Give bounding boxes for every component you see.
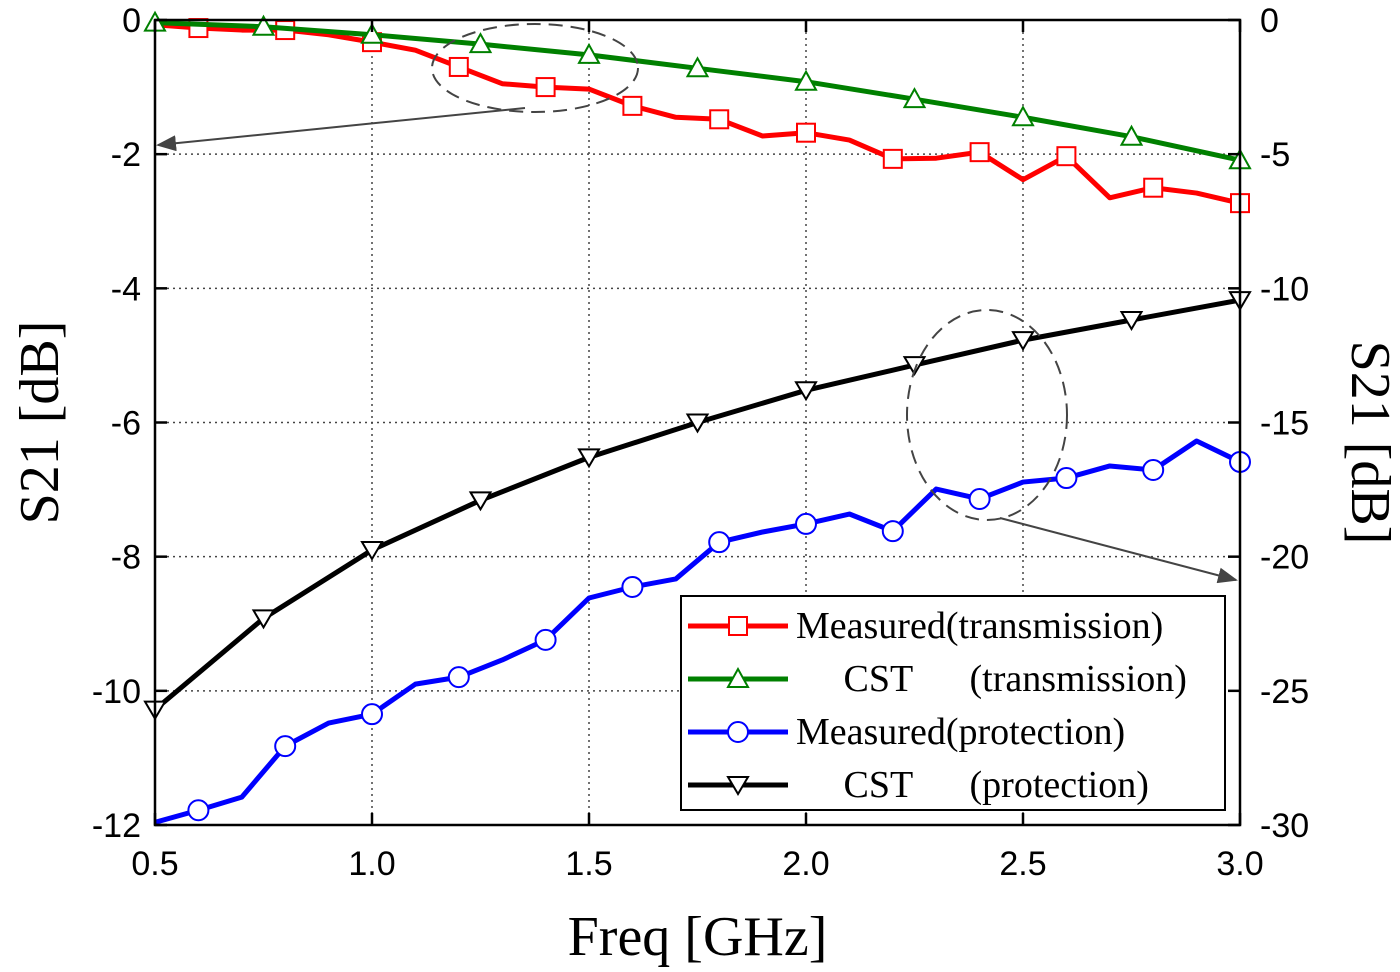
marker-square (969, 142, 990, 163)
x-tick-label: 1.0 (348, 845, 395, 883)
legend: Measured(transmission) CST (transmission… (680, 595, 1226, 811)
y-tick-label: -8 (111, 539, 141, 577)
marker-circle (621, 575, 644, 598)
y2-tick-label: -20 (1260, 539, 1309, 577)
y2-tick-label: -5 (1260, 136, 1290, 174)
series-line (155, 20, 1240, 163)
y-tick-label: -10 (92, 673, 141, 711)
y-tick-label: -2 (111, 136, 141, 174)
y-tick-label: -4 (111, 270, 141, 308)
annotation-ellipse-protection (906, 309, 1068, 521)
marker-triangle-up (468, 32, 493, 54)
marker-triangle-down (360, 540, 384, 561)
marker-circle (274, 735, 297, 758)
marker-triangle-down (726, 776, 750, 796)
marker-triangle-up (1119, 124, 1144, 146)
legend-label: CST (protection) (796, 764, 1149, 806)
marker-circle (727, 721, 749, 743)
marker-circle (708, 531, 731, 554)
x-tick-label: 1.5 (565, 845, 612, 883)
marker-triangle-down (685, 413, 710, 434)
y2-tick-label: -25 (1260, 673, 1309, 711)
x-tick-label: 3.0 (1216, 845, 1263, 883)
marker-square (622, 95, 643, 116)
y2-axis-label: S21 [dB] (1339, 341, 1400, 545)
marker-triangle-up (726, 666, 750, 688)
legend-box (680, 595, 1226, 811)
y-tick-label: -12 (92, 807, 141, 845)
x-tick-label: 2.5 (999, 845, 1046, 883)
marker-triangle-up (1011, 105, 1035, 127)
y2-tick-label: -15 (1260, 405, 1309, 443)
marker-square (882, 148, 903, 169)
marker-triangle-down (251, 609, 276, 630)
marker-triangle-up (685, 56, 710, 78)
marker-circle (968, 487, 991, 510)
y2-tick-label: 0 (1260, 2, 1279, 40)
y-axis-label: S21 [dB] (9, 321, 71, 525)
series-markers-2 (187, 450, 1251, 822)
marker-triangle-down (1119, 310, 1144, 331)
marker-square (1056, 146, 1077, 167)
marker-circle (881, 520, 904, 543)
marker-square (709, 109, 730, 130)
legend-label: Measured(transmission) (796, 605, 1163, 647)
legend-item: CST (transmission) (688, 658, 1187, 700)
legend-label: CST (transmission) (796, 658, 1187, 700)
arrow-to-left-axis (156, 107, 526, 152)
marker-square (796, 122, 816, 143)
marker-circle (1142, 458, 1165, 481)
marker-circle (187, 799, 210, 822)
marker-square (448, 56, 469, 77)
marker-circle (447, 666, 470, 689)
marker-triangle-down (1011, 331, 1035, 352)
y-tick-label: 0 (122, 2, 141, 40)
legend-item: Measured(transmission) (688, 605, 1163, 647)
x-tick-label: 0.5 (131, 845, 178, 883)
marker-triangle-down (468, 491, 493, 512)
series-0 (155, 22, 1240, 206)
marker-triangle-up (794, 69, 818, 91)
marker-triangle-down (902, 356, 927, 377)
x-tick-label: 2.0 (782, 845, 829, 883)
y-tick-label: -6 (111, 405, 141, 443)
marker-triangle-up (577, 42, 601, 64)
marker-circle (1055, 467, 1078, 490)
legend-item: CST (protection) (688, 764, 1149, 806)
marker-square (535, 77, 556, 98)
arrow-to-right-axis (999, 517, 1238, 584)
marker-circle (795, 512, 817, 535)
annotation-ellipse-transmission (431, 23, 639, 113)
marker-square (728, 616, 748, 636)
series-markers-1 (143, 10, 1252, 170)
marker-square (1143, 177, 1164, 198)
series-markers-0 (188, 18, 1250, 214)
marker-triangle-up (360, 22, 384, 44)
marker-circle (534, 628, 557, 651)
legend-item: Measured(protection) (688, 711, 1125, 753)
marker-triangle-up (902, 87, 927, 109)
marker-triangle-up (251, 14, 276, 36)
y2-tick-label: -10 (1260, 270, 1309, 308)
y2-tick-label: -30 (1260, 807, 1309, 845)
marker-triangle-down (577, 448, 601, 469)
x-axis-label: Freq [GHz] (568, 906, 828, 968)
series-1 (155, 20, 1240, 163)
series-line (155, 22, 1240, 206)
marker-circle (361, 703, 383, 726)
marker-triangle-down (794, 381, 818, 402)
legend-label: Measured(protection) (796, 711, 1125, 753)
